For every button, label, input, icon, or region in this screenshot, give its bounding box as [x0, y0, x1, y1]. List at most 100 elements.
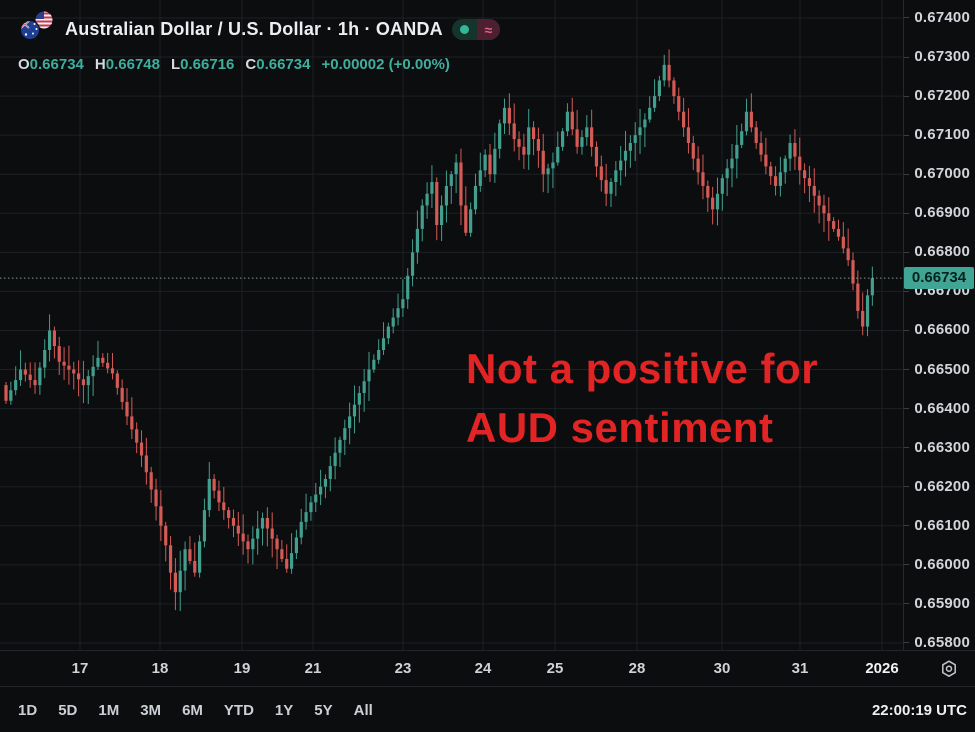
pair-flags-icon [18, 9, 56, 50]
price-tick [904, 642, 909, 644]
time-axis-label: 28 [628, 660, 646, 677]
candle-body [783, 158, 787, 173]
candle-body [372, 359, 376, 370]
candle-body [130, 416, 134, 430]
price-axis-label: 0.67100 [914, 126, 970, 144]
annotation-line: Not a positive for [466, 345, 819, 392]
candle-body [841, 236, 845, 249]
candle-body [256, 528, 260, 539]
range-button-3m[interactable]: 3M [140, 701, 162, 719]
candle-body [720, 178, 724, 194]
range-button-all[interactable]: All [353, 701, 373, 719]
price-axis[interactable]: 0.67400 0.67300 0.67200 0.67100 0.67000 0.669… [903, 0, 975, 651]
candle-body [14, 380, 18, 391]
candle-body [672, 80, 676, 97]
candle-body [648, 107, 652, 120]
price-axis-label: 0.66200 [914, 477, 970, 495]
candle-body [677, 96, 681, 112]
candle-body [498, 123, 502, 149]
time-axis-label: 24 [474, 660, 492, 677]
candle-body [715, 193, 720, 210]
candle-body [309, 502, 313, 513]
candle-body [822, 205, 826, 214]
current-price-tag: 0.66734 [904, 267, 974, 290]
time-axis[interactable]: 17 18 19 21 23 24 25 28 30 31 2026 [0, 650, 975, 687]
price-axis-label: 0.66600 [914, 321, 970, 339]
range-button-1d[interactable]: 1D [18, 701, 38, 719]
candle-body [217, 490, 221, 503]
candle-body [686, 127, 691, 143]
candle-body [159, 506, 163, 526]
candle-body [357, 392, 361, 405]
candle-body [314, 494, 318, 503]
gear-icon[interactable] [939, 659, 959, 679]
price-axis-label: 0.66300 [914, 438, 970, 456]
candle-body [343, 428, 347, 440]
candle-body [391, 317, 395, 327]
range-button-5y[interactable]: 5Y [314, 701, 333, 719]
candle-body [570, 111, 574, 130]
chart-canvas[interactable] [0, 0, 903, 650]
time-axis-label: 18 [151, 660, 169, 677]
annotation-line: AUD sentiment [466, 404, 774, 451]
candle-body [531, 127, 536, 140]
candle-body [469, 209, 473, 233]
candle-body [633, 135, 637, 143]
candle-body [38, 367, 42, 386]
text-drawing-annotation[interactable]: Not a positive for AUD sentiment [466, 339, 818, 457]
range-button-1m[interactable]: 1M [98, 701, 120, 719]
candle-body [696, 158, 700, 173]
price-tick [904, 251, 909, 253]
candle-body [478, 170, 482, 186]
range-button-6m[interactable]: 6M [182, 701, 203, 719]
candle-body [865, 295, 870, 327]
candle-body [125, 401, 129, 417]
candle-body [193, 560, 197, 573]
price-axis-label: 0.66000 [914, 555, 970, 573]
price-axis-label: 0.66100 [914, 516, 970, 534]
candle-body [231, 517, 236, 526]
price-tick [904, 95, 909, 97]
candle-body [691, 142, 695, 159]
candle-body [144, 455, 148, 473]
close-value: C0.66734 [245, 56, 311, 73]
utc-clock[interactable]: 22:00:19 UTC [871, 701, 967, 719]
candle-body [410, 252, 415, 276]
candle-body [769, 166, 773, 177]
candle-body [701, 172, 705, 186]
candle-body [483, 154, 487, 171]
candle-body [120, 387, 124, 402]
candle-body [4, 385, 8, 401]
price-tick [904, 603, 909, 605]
candle-body [861, 310, 865, 327]
candle-body [565, 111, 570, 132]
candle-body [870, 278, 874, 296]
price-axis-label: 0.65800 [914, 633, 970, 651]
candle-body [638, 127, 642, 136]
range-button-5d[interactable]: 5D [58, 701, 78, 719]
candle-body [115, 373, 119, 388]
market-status-toggle[interactable]: ≈ [451, 19, 500, 40]
range-button-1y[interactable]: 1Y [274, 701, 294, 719]
candle-body [33, 380, 37, 386]
candle-body [832, 221, 836, 229]
candle-body [23, 369, 27, 375]
price-tick [904, 486, 909, 488]
candle-body [488, 154, 492, 175]
price-tick [904, 447, 909, 449]
candle-body [352, 404, 357, 417]
candle-body [788, 142, 792, 159]
candle-body [599, 166, 603, 181]
candle-body [706, 185, 710, 198]
candle-body [260, 517, 265, 529]
candle-body [749, 111, 753, 128]
price-tick [904, 564, 909, 566]
candle-body [91, 366, 95, 377]
symbol-title[interactable]: Australian Dollar / U.S. Dollar · 1h · O… [65, 19, 443, 39]
candle-body [590, 127, 594, 147]
candle-body [173, 572, 177, 593]
range-button-ytd[interactable]: YTD [223, 701, 254, 719]
candle-body [241, 533, 245, 542]
price-axis-label: 0.67300 [914, 48, 970, 66]
price-axis-label: 0.66500 [914, 360, 970, 378]
